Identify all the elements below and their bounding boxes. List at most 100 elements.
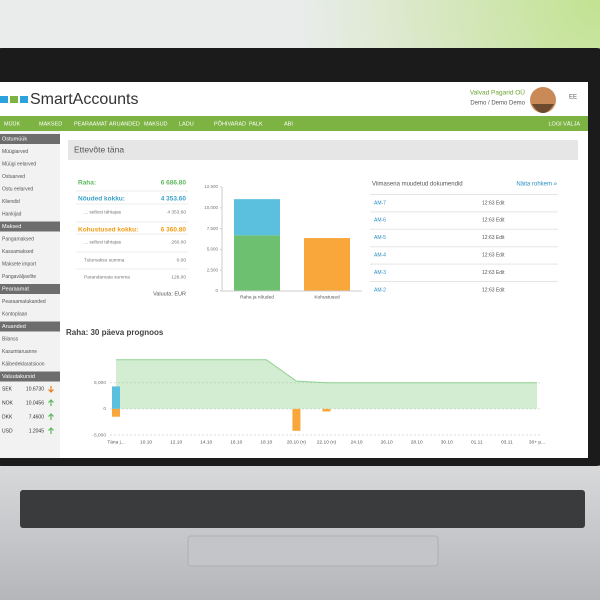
x-tick-label: Kohustused (314, 294, 340, 300)
documents-more[interactable]: Näita rohkem » (516, 182, 557, 188)
rate-value: 10.6730 (26, 386, 44, 392)
page-title: Ettevõte täna (74, 144, 124, 154)
sidebar (0, 131, 60, 458)
summary-label: ... sellest tähtajas (84, 239, 122, 245)
summary-value: 4 353.60 (161, 196, 187, 203)
y-tick-label: 10,000 (204, 205, 218, 210)
x-tick-label: 22.10 (n) (317, 439, 337, 445)
sidebar-item[interactable]: Pangaväljavõte (2, 274, 36, 280)
bar (304, 238, 350, 291)
summary-label: ... sellest tähtajas (84, 209, 122, 215)
sidebar-item[interactable]: Kasumiaruanne (2, 349, 37, 355)
nav-item[interactable]: PEARAAMAT (74, 121, 108, 127)
bar (234, 199, 280, 236)
rate-code: USD (2, 428, 13, 434)
document-code[interactable]: AM-2 (374, 287, 386, 293)
logout[interactable]: LOGI VÄLJA (549, 120, 581, 127)
keyboard (20, 490, 585, 528)
document-info: 12:63 Edit (482, 270, 505, 276)
document-info: 12:63 Edit (482, 218, 505, 224)
currency: Valuuta: EUR (153, 291, 186, 297)
nav-item[interactable]: PÕHIVARAD (214, 120, 246, 127)
y-tick-label: 0 (103, 406, 106, 412)
bar (322, 408, 331, 412)
user: Demo / Demo Demo (470, 101, 525, 107)
y-tick-label: 7,500 (207, 226, 219, 231)
x-tick-label: 28.10 (411, 439, 423, 445)
sidebar-section (0, 284, 60, 294)
sidebar-item[interactable]: Hankijad (2, 211, 22, 217)
x-tick-label: 24.10 (351, 439, 363, 445)
bar (112, 386, 120, 409)
rate-code: NOK (2, 400, 14, 406)
x-tick-label: 03.11 (501, 439, 513, 445)
sidebar-section-title: Valuutakursid (2, 374, 35, 380)
x-tick-label: 20.10 (n) (287, 439, 307, 445)
y-tick-label: 12,500 (204, 184, 218, 189)
y-tick-label: 0 (215, 288, 218, 293)
rate-arrow (48, 413, 54, 420)
sidebar-item[interactable]: Müügi eelarved (2, 161, 36, 167)
sidebar-section-title: Maksed (2, 224, 21, 230)
rate-arrow (48, 386, 54, 393)
nav-item[interactable]: MÜÜK (4, 120, 21, 127)
sidebar-item[interactable]: Ostuarved (2, 174, 25, 180)
x-tick-label: 16.10 (230, 439, 242, 445)
summary-value: 6 360.80 (161, 227, 187, 234)
rate-code: DKK (2, 414, 13, 420)
x-tick-label: Täna j... (107, 439, 124, 445)
nav-item[interactable]: MAKSED (39, 121, 62, 127)
forecast-title: Raha: 30 päeva prognoos (66, 328, 164, 337)
rate-value: 1.2045 (29, 428, 45, 434)
x-tick-label: 30+ p... (529, 439, 545, 445)
sidebar-section-title: Aruanded (2, 324, 26, 330)
x-tick-label: 14.10 (200, 439, 212, 445)
rate-arrow (48, 427, 54, 434)
rate-arrow (48, 399, 54, 406)
document-info: 12:63 Edit (482, 200, 505, 206)
y-tick-label: 2,500 (207, 267, 219, 272)
document-code[interactable]: AM-7 (374, 200, 386, 206)
sidebar-item[interactable]: Kassamaksed (2, 249, 34, 255)
nav-item[interactable]: PALK (249, 121, 263, 127)
page-title-bar (68, 140, 578, 160)
logo-mark (10, 96, 18, 103)
sidebar-item[interactable]: Maksete import (2, 261, 37, 267)
logo-mark (20, 96, 28, 103)
sidebar-item[interactable]: Käibedeklaratsioon (2, 361, 45, 367)
summary-value: 128.00 (171, 274, 186, 280)
document-code[interactable]: AM-4 (374, 253, 386, 259)
sidebar-item[interactable]: Kontoplaan (2, 311, 28, 317)
summary-label: Parandamata summa (84, 274, 130, 280)
area-line (116, 359, 537, 384)
company[interactable]: Valvad Pagarid OÜ (470, 89, 525, 97)
avatar-beard (532, 104, 554, 113)
nav-item[interactable]: ARUANDED (109, 121, 140, 127)
sidebar-section (0, 371, 60, 382)
nav-item[interactable]: MAKSUD (144, 121, 168, 127)
sidebar-item[interactable]: Pearaamatukanded (2, 299, 46, 305)
sidebar-item[interactable]: Pangamaksed (2, 236, 34, 242)
summary-label: Raha: (78, 180, 96, 187)
x-tick-label: 26.10 (381, 439, 393, 445)
nav-item[interactable]: ABI (284, 121, 293, 127)
document-code[interactable]: AM-3 (374, 270, 386, 276)
bar (234, 235, 280, 291)
document-code[interactable]: AM-5 (374, 235, 386, 241)
sidebar-item[interactable]: Kliendid (2, 199, 20, 205)
logo: SmartAccounts (30, 91, 138, 108)
nav-item[interactable]: LADU (179, 121, 194, 127)
document-info: 12:63 Edit (482, 287, 505, 293)
language[interactable]: EE (569, 95, 577, 101)
rate-value: 10.0456 (26, 400, 44, 406)
sidebar-item[interactable]: Müügiarved (2, 149, 28, 155)
x-tick-label: 12.10 (170, 439, 182, 445)
y-tick-label: -5,000 (92, 432, 106, 438)
sidebar-item[interactable]: Bilanss (2, 336, 19, 342)
sidebar-item[interactable]: Ostu eelarved (2, 186, 33, 192)
x-tick-label: 10.10 (140, 439, 152, 445)
rate-value: 7.4600 (29, 414, 45, 420)
document-code[interactable]: AM-6 (374, 218, 386, 224)
sidebar-section (0, 221, 60, 232)
